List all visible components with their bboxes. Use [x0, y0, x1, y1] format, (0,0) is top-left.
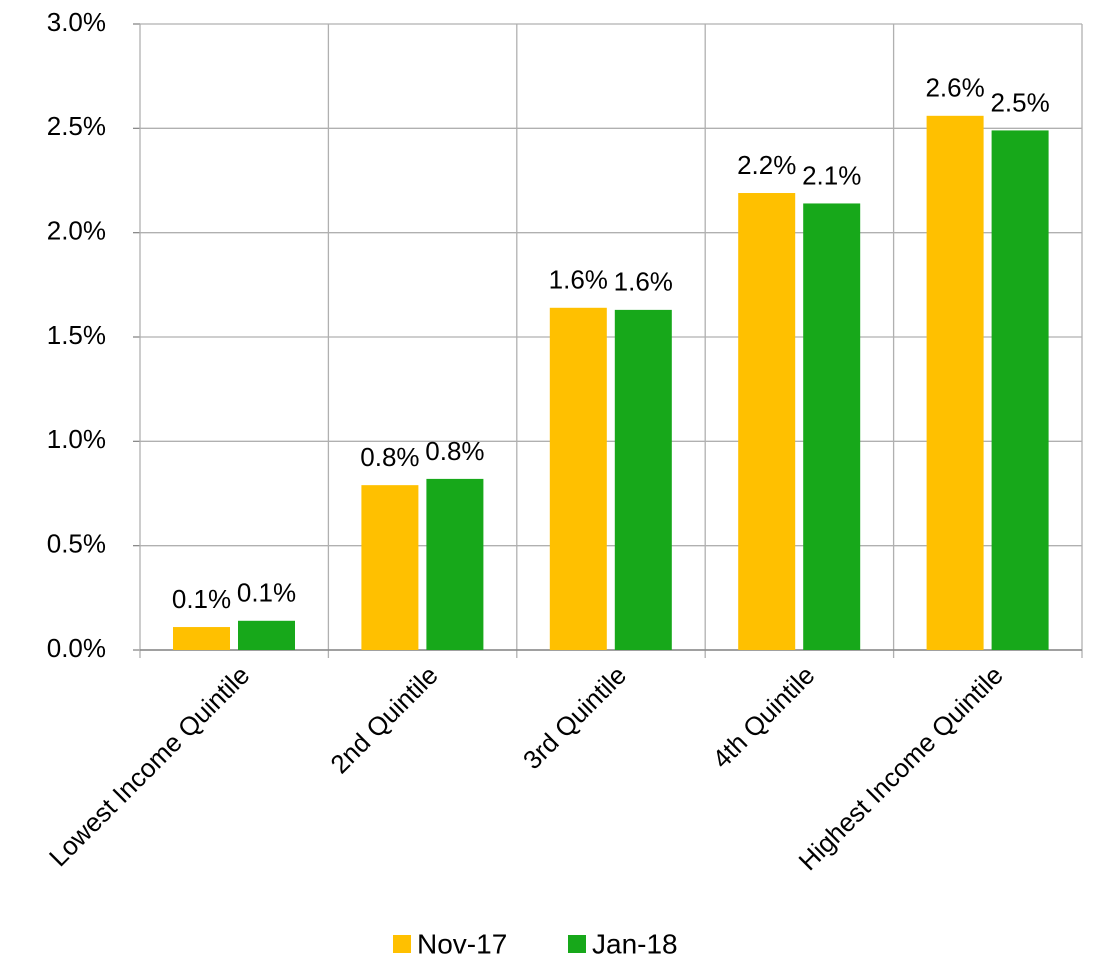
bar: [803, 203, 861, 650]
y-tick-label: 2.5%: [47, 111, 106, 141]
bar: [926, 115, 984, 650]
data-label: 1.6%: [549, 265, 608, 295]
x-tick-label: 2nd Quintile: [324, 660, 443, 779]
data-label: 0.8%: [425, 436, 484, 466]
y-tick-label: 3.0%: [47, 7, 106, 37]
bar: [238, 620, 295, 650]
legend-label: Jan-18: [592, 928, 678, 959]
data-label: 0.8%: [360, 442, 419, 472]
y-tick-label: 0.0%: [47, 633, 106, 663]
bar: [361, 485, 419, 650]
data-label: 0.1%: [172, 584, 231, 614]
legend-swatch: [568, 935, 586, 953]
y-tick-label: 0.5%: [47, 529, 106, 559]
bar: [738, 193, 796, 650]
y-tick-label: 2.0%: [47, 216, 106, 246]
data-label: 2.1%: [802, 160, 861, 190]
data-label: 1.6%: [614, 267, 673, 297]
data-label: 2.6%: [925, 73, 984, 103]
bar: [991, 130, 1049, 651]
y-tick-label: 1.0%: [47, 424, 106, 454]
x-tick-label: 3rd Quintile: [517, 660, 632, 775]
data-label: 2.2%: [737, 150, 796, 180]
data-label: 0.1%: [237, 578, 296, 608]
x-tick-label: Lowest Income Quintile: [43, 660, 255, 872]
legend-swatch: [393, 935, 411, 953]
bar: [549, 307, 607, 650]
bar: [426, 478, 484, 650]
data-label: 2.5%: [990, 87, 1049, 117]
x-tick-label: 4th Quintile: [706, 660, 820, 774]
y-tick-label: 1.5%: [47, 320, 106, 350]
bar: [614, 309, 672, 650]
legend-label: Nov-17: [417, 928, 507, 959]
bar: [173, 627, 230, 650]
x-tick-label: Highest Income Quintile: [793, 660, 1009, 876]
